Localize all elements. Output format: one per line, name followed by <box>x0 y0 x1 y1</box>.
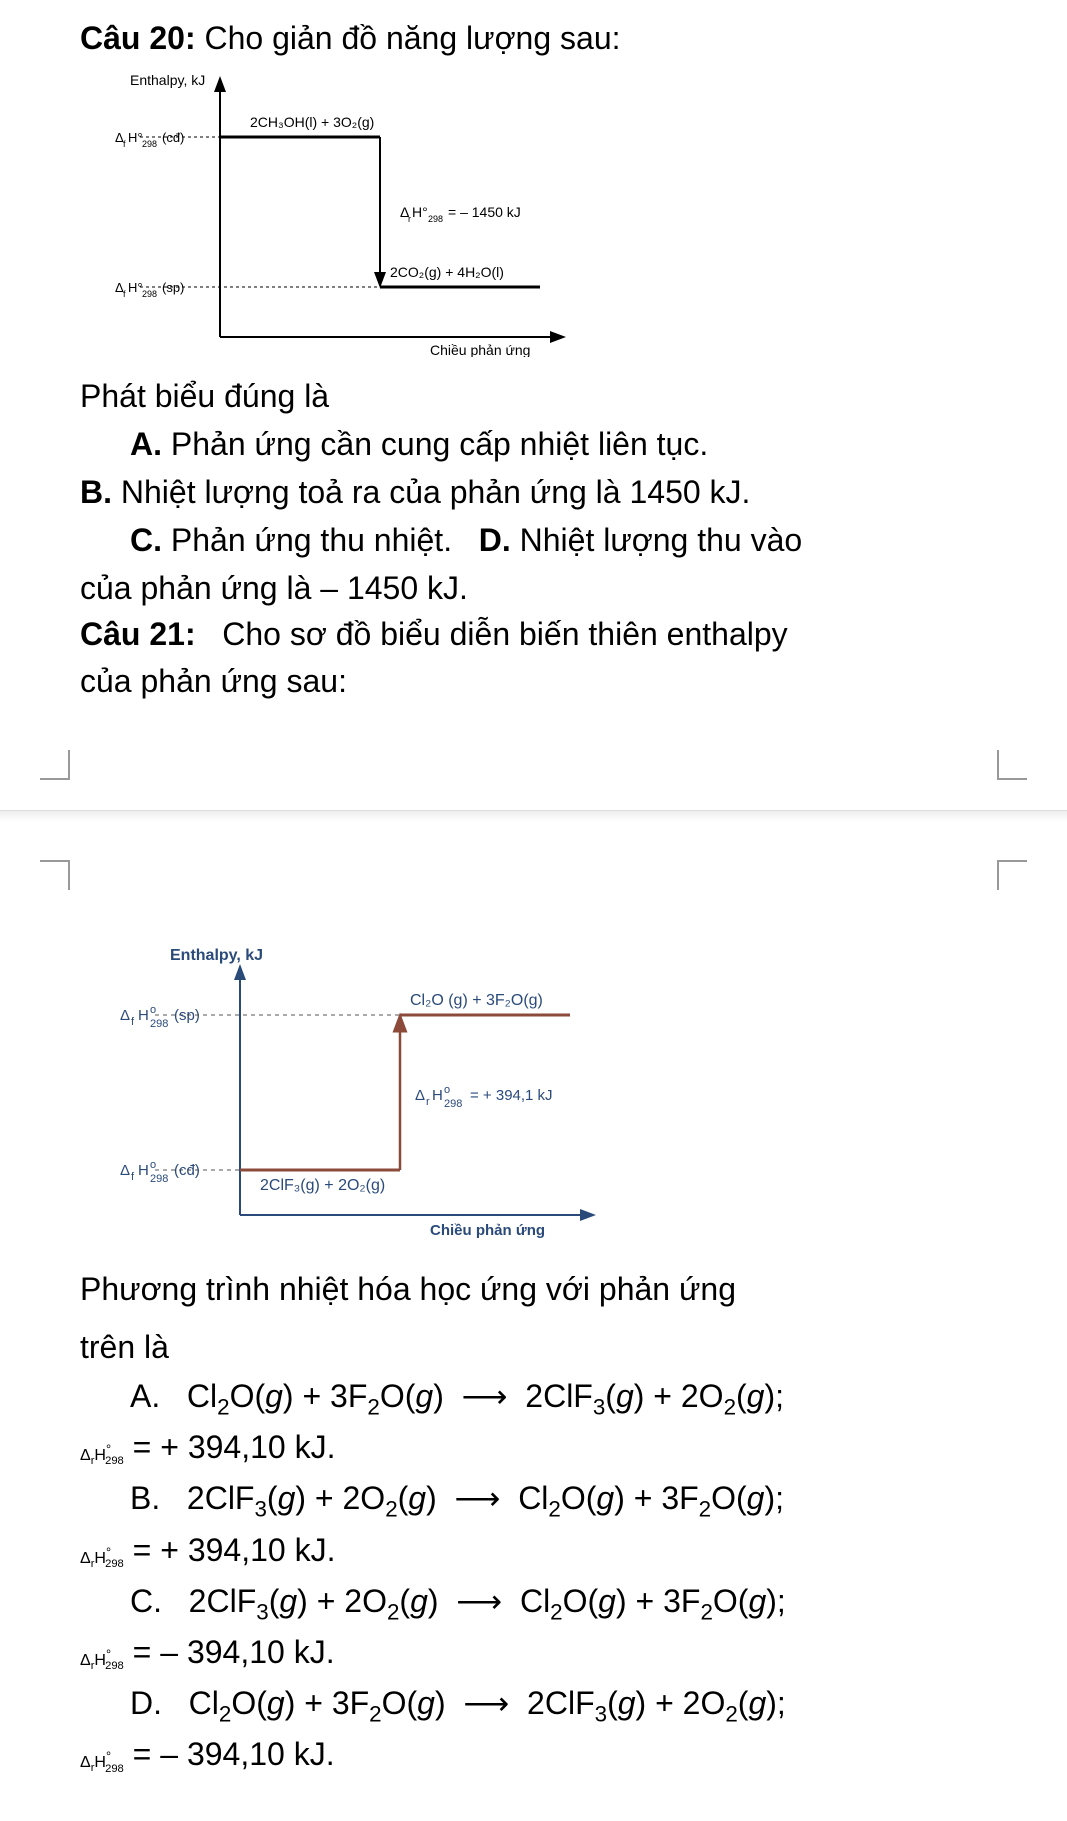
svg-text:298: 298 <box>142 289 157 299</box>
q21-opt-b-line2: ΔrH°298 = + 394,10 kJ. <box>80 1525 987 1576</box>
svg-text:r: r <box>408 214 411 224</box>
q20-opt-cd: C. Phản ứng thu nhiệt. D. Nhiệt lượng th… <box>80 516 987 564</box>
svg-text:298: 298 <box>150 1173 168 1185</box>
opt-letter-a: A. <box>130 426 162 462</box>
q21-c-lhs: 2ClF3(g) + 2O2(g) <box>189 1583 439 1619</box>
q20-number: Câu 20: <box>80 20 196 56</box>
q20-d-pre: Nhiệt lượng thu vào <box>520 522 803 558</box>
page: Câu 20: Cho giản đồ năng lượng sau: Enth… <box>0 0 1067 1821</box>
q20-prompt: Cho giản đồ năng lượng sau: <box>204 20 620 56</box>
q20-opt-a: A. Phản ứng cần cung cấp nhiệt liên tục. <box>80 420 987 468</box>
opt-letter-d: D. <box>130 1685 162 1721</box>
svg-text:2CO₂(g) + 4H₂O(l): 2CO₂(g) + 4H₂O(l) <box>390 264 504 280</box>
q20-opt-b: B. Nhiệt lượng toả ra của phản ứng là 14… <box>80 468 987 516</box>
svg-text:H: H <box>138 1007 149 1024</box>
svg-text:f: f <box>123 289 126 299</box>
q20-a-text: Phản ứng cần cung cấp nhiệt liên tục. <box>171 426 708 462</box>
q21-c-rhs: Cl2O(g) + 3F2O(g); <box>520 1583 786 1619</box>
svg-text:Chiều phản ứng: Chiều phản ứng <box>430 1222 545 1239</box>
q21-title: Câu 21: Cho sơ đồ biểu diễn biến thiên e… <box>80 616 987 653</box>
page-separator <box>0 810 1067 822</box>
q21-a-val: = + 394,10 kJ. <box>133 1429 336 1465</box>
svg-text:o: o <box>150 1159 156 1171</box>
svg-text:H°: H° <box>412 204 428 220</box>
delta-symbol: ΔrH°298 <box>80 1447 124 1464</box>
svg-text:Δ: Δ <box>120 1162 130 1179</box>
corner-icon <box>40 750 70 780</box>
svg-text:o: o <box>444 1084 450 1096</box>
q20-opt-d-cont: của phản ứng là – 1450 kJ. <box>80 564 987 612</box>
opt-letter-d: D. <box>479 522 511 558</box>
q20-b-text: Nhiệt lượng toả ra của phản ứng là 1450 … <box>121 474 751 510</box>
svg-text:f: f <box>123 139 126 149</box>
svg-text:(sp): (sp) <box>162 280 184 295</box>
q21-opt-c-line1: C. 2ClF3(g) + 2O2(g) ⟶ Cl2O(g) + 3F2O(g)… <box>80 1576 987 1627</box>
q21-diagram: Enthalpy, kJ Chiều phản ứng Cl₂O (g) + 3… <box>100 940 987 1245</box>
opt-letter-c: C. <box>130 1583 162 1619</box>
svg-text:H: H <box>138 1162 149 1179</box>
svg-text:= + 394,1 kJ: = + 394,1 kJ <box>470 1087 553 1104</box>
corner-icon <box>997 860 1027 890</box>
q21-statement-l2: trên là <box>80 1323 987 1371</box>
svg-text:298: 298 <box>444 1098 462 1110</box>
q21-c-val: = – 394,10 kJ. <box>133 1634 335 1670</box>
delta-symbol: ΔrH°298 <box>80 1754 124 1771</box>
q21-b-val: = + 394,10 kJ. <box>133 1532 336 1568</box>
q21-statement-l1: Phương trình nhiệt hóa học ứng với phản … <box>80 1265 987 1313</box>
q20-statement: Phát biểu đúng là <box>80 372 987 420</box>
svg-text:H: H <box>432 1087 443 1104</box>
opt-letter-a: A. <box>130 1378 160 1414</box>
q21-a-rhs: 2ClF3(g) + 2O2(g); <box>525 1378 784 1414</box>
svg-text:Enthalpy, kJ: Enthalpy, kJ <box>170 947 263 964</box>
svg-text:298: 298 <box>142 139 157 149</box>
page-break <box>80 710 987 930</box>
delta-symbol: ΔrH°298 <box>80 1652 124 1669</box>
svg-text:Chiều phản ứng: Chiều phản ứng <box>430 342 530 357</box>
svg-text:Δ: Δ <box>415 1087 425 1104</box>
q20-diagram: Enthalpy, kJ Chiều phản ứng 2CH₃OH(l) + … <box>100 67 987 362</box>
svg-text:= – 1450 kJ: = – 1450 kJ <box>448 204 521 220</box>
q21-a-lhs: Cl2O(g) + 3F2O(g) <box>187 1378 444 1414</box>
corner-icon <box>997 750 1027 780</box>
q21-opt-b-line1: B. 2ClF3(g) + 2O2(g) ⟶ Cl2O(g) + 3F2O(g)… <box>80 1473 987 1524</box>
svg-text:r: r <box>426 1096 430 1108</box>
opt-letter-c: C. <box>130 522 162 558</box>
svg-text:Enthalpy, kJ: Enthalpy, kJ <box>130 72 205 88</box>
q20-c-text: Phản ứng thu nhiệt. <box>171 522 452 558</box>
q21-diagram-svg: Enthalpy, kJ Chiều phản ứng Cl₂O (g) + 3… <box>100 940 640 1240</box>
delta-symbol: ΔrH°298 <box>80 1550 124 1567</box>
svg-text:(cđ): (cđ) <box>174 1162 200 1179</box>
svg-text:2ClF₃(g) + 2O₂(g): 2ClF₃(g) + 2O₂(g) <box>260 1177 385 1194</box>
svg-text:o: o <box>150 1004 156 1016</box>
svg-text:298: 298 <box>428 214 443 224</box>
q21-prompt-l1: Cho sơ đồ biểu diễn biến thiên enthalpy <box>222 616 787 652</box>
svg-text:Δ: Δ <box>120 1007 130 1024</box>
q21-d-val: = – 394,10 kJ. <box>133 1736 335 1772</box>
q21-b-lhs: 2ClF3(g) + 2O2(g) <box>187 1480 437 1516</box>
q21-number: Câu 21: <box>80 616 196 652</box>
svg-text:(cđ): (cđ) <box>162 130 184 145</box>
corner-icon <box>40 860 70 890</box>
q21-d-lhs: Cl2O(g) + 3F2O(g) <box>189 1685 446 1721</box>
svg-text:Cl₂O (g) + 3F₂O(g): Cl₂O (g) + 3F₂O(g) <box>410 992 543 1009</box>
svg-text:H°: H° <box>128 130 143 145</box>
q21-b-rhs: Cl2O(g) + 3F2O(g); <box>518 1480 784 1516</box>
svg-text:f: f <box>131 1171 135 1183</box>
q21-opt-d-line2: ΔrH°298 = – 394,10 kJ. <box>80 1729 987 1780</box>
q20-diagram-svg: Enthalpy, kJ Chiều phản ứng 2CH₃OH(l) + … <box>100 67 600 357</box>
q21-opt-d-line1: D. Cl2O(g) + 3F2O(g) ⟶ 2ClF3(g) + 2O2(g)… <box>80 1678 987 1729</box>
opt-letter-b: B. <box>130 1480 160 1516</box>
svg-text:2CH₃OH(l) + 3O₂(g): 2CH₃OH(l) + 3O₂(g) <box>250 114 374 130</box>
q21-prompt-l2: của phản ứng sau: <box>80 663 987 700</box>
q21-opt-a-line2: ΔrH°298 = + 394,10 kJ. <box>80 1422 987 1473</box>
svg-text:H°: H° <box>128 280 143 295</box>
q21-d-rhs: 2ClF3(g) + 2O2(g); <box>527 1685 786 1721</box>
q21-opt-c-line2: ΔrH°298 = – 394,10 kJ. <box>80 1627 987 1678</box>
q21-opt-a-line1: A. Cl2O(g) + 3F2O(g) ⟶ 2ClF3(g) + 2O2(g)… <box>80 1371 987 1422</box>
svg-text:(sp): (sp) <box>174 1007 200 1024</box>
q20-title: Câu 20: Cho giản đồ năng lượng sau: <box>80 20 987 57</box>
opt-letter-b: B. <box>80 474 112 510</box>
svg-text:298: 298 <box>150 1018 168 1030</box>
svg-text:f: f <box>131 1016 135 1028</box>
